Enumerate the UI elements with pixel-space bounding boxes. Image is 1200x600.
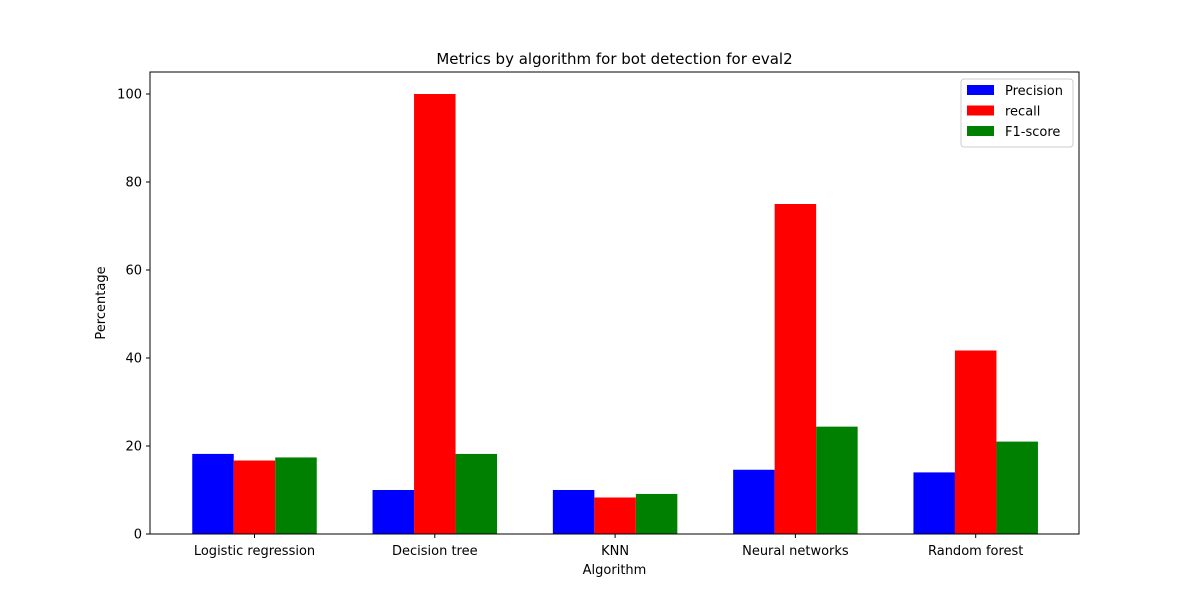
bar-f1-score-neural-networks <box>816 426 858 534</box>
bar-f1-score-logistic-regression <box>275 457 317 534</box>
y-tick-label: 0 <box>134 528 142 543</box>
y-tick-label: 40 <box>125 352 142 367</box>
y-tick-label: 80 <box>125 176 142 191</box>
bar-precision-knn <box>552 490 595 534</box>
legend-label-recall: recall <box>1005 105 1040 120</box>
bar-precision-logistic-regression <box>192 453 234 534</box>
legend-label-f1-score: F1-score <box>1005 125 1060 140</box>
bar-f1-score-knn <box>635 493 678 534</box>
y-tick-label: 20 <box>125 440 142 455</box>
bar-precision-neural-networks <box>733 469 775 534</box>
bar-recall-decision-tree <box>414 94 456 534</box>
bar-f1-score-random-forest <box>996 441 1038 534</box>
legend-swatch-recall <box>967 105 994 116</box>
bar-f1-score-decision-tree <box>455 453 498 534</box>
x-tick-label: Random forest <box>928 544 1023 559</box>
plot-area <box>192 94 1038 534</box>
bar-recall-neural-networks <box>774 204 817 534</box>
x-axis-label: Algorithm <box>583 563 647 578</box>
x-tick-label: Decision tree <box>392 544 478 559</box>
x-tick-label: Logistic regression <box>194 544 315 559</box>
legend-swatch-precision <box>967 85 994 95</box>
bar-recall-logistic-regression <box>233 460 276 534</box>
bar-precision-random-forest <box>913 472 955 534</box>
y-tick-label: 100 <box>117 88 142 103</box>
y-tick-label: 60 <box>125 264 142 279</box>
chart-title: Metrics by algorithm for bot detection f… <box>436 50 792 68</box>
legend: Precision recall F1-score <box>960 78 1074 148</box>
plot-frame <box>149 71 1080 535</box>
bar-recall-random-forest <box>954 350 997 534</box>
y-axis-label: Percentage <box>94 266 109 339</box>
legend-swatch-f1-score <box>967 126 994 136</box>
legend-label-precision: Precision <box>1005 84 1063 99</box>
x-tick-label: KNN <box>601 544 629 559</box>
bar-recall-knn <box>594 497 636 534</box>
bar-precision-decision-tree <box>372 490 415 534</box>
x-tick-label: Neural networks <box>742 544 849 559</box>
